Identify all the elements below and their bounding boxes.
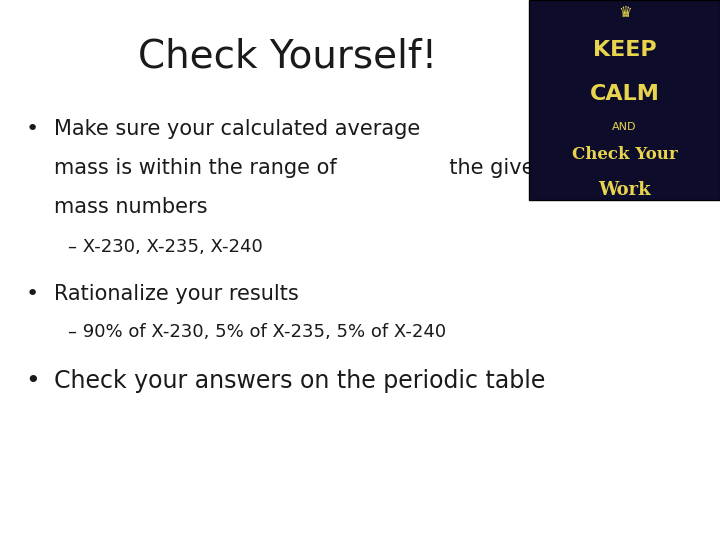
Text: Check Yourself!: Check Yourself! (138, 38, 438, 76)
Text: Make sure your calculated average: Make sure your calculated average (54, 119, 420, 139)
Text: mass numbers: mass numbers (54, 197, 207, 217)
Text: Check your answers on the periodic table: Check your answers on the periodic table (54, 369, 545, 393)
Text: – X-230, X-235, X-240: – X-230, X-235, X-240 (68, 238, 263, 256)
FancyBboxPatch shape (529, 0, 720, 200)
Text: •: • (25, 369, 40, 393)
Text: Work: Work (598, 181, 651, 199)
Text: mass is within the range of                 the given: mass is within the range of the given (54, 158, 548, 178)
Text: Rationalize your results: Rationalize your results (54, 284, 299, 304)
Text: •: • (25, 119, 38, 139)
Text: •: • (25, 284, 38, 304)
Text: CALM: CALM (590, 84, 660, 104)
Text: ♛: ♛ (618, 5, 631, 21)
Text: AND: AND (612, 122, 637, 132)
Text: – 90% of X-230, 5% of X-235, 5% of X-240: – 90% of X-230, 5% of X-235, 5% of X-240 (68, 323, 446, 341)
Text: Check Your: Check Your (572, 146, 678, 163)
Text: KEEP: KEEP (593, 40, 657, 60)
